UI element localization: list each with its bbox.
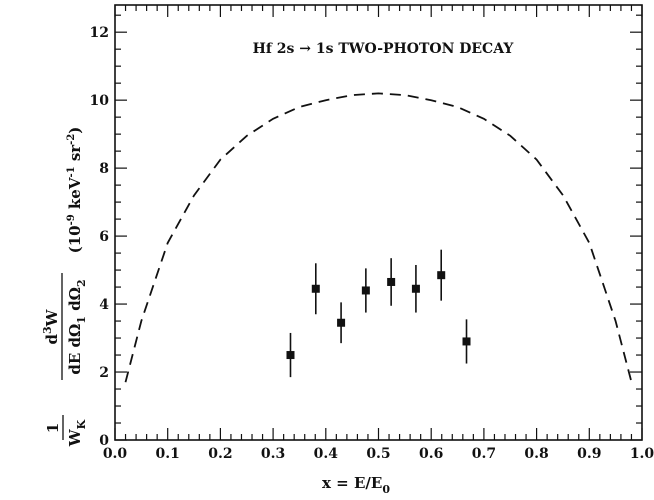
y-label-prefactor-numerator: 1	[44, 423, 62, 433]
y-axis-label: 1 WK d3W dE dΩ1 dΩ2 (10-9 keV-1 sr-2)	[41, 127, 88, 448]
x-tick-label: 0.3	[261, 446, 285, 462]
x-tick-label: 0.1	[156, 446, 180, 462]
data-point	[411, 284, 420, 293]
plot-area	[114, 4, 643, 441]
y-label-derivative-denominator: dE dΩ1 dΩ2	[66, 279, 88, 374]
y-tick-label: 0	[99, 433, 109, 449]
data-point	[361, 286, 370, 295]
x-tick-label: 1.0	[630, 446, 654, 462]
data-point	[387, 277, 396, 286]
x-tick-label: 0.8	[524, 446, 548, 462]
x-axis-label: x = E/E0	[322, 474, 390, 496]
x-tick-label: 0.5	[366, 446, 390, 462]
y-tick-label: 12	[90, 25, 109, 41]
y-label-prefactor-denominator: WK	[66, 419, 88, 447]
y-tick-label: 6	[99, 229, 109, 245]
x-tick-label: 0.7	[472, 446, 496, 462]
data-point	[311, 284, 320, 293]
y-label-derivative-numerator: d3W	[41, 308, 61, 344]
data-series	[124, 92, 633, 383]
x-tick-label: 0.4	[314, 446, 339, 462]
y-tick-label: 8	[99, 161, 109, 177]
data-point	[286, 351, 295, 360]
data-point	[337, 318, 346, 327]
x-tick-label: 0.0	[103, 446, 128, 462]
y-tick-label: 4	[99, 297, 109, 313]
y-tick-label: 2	[99, 365, 109, 381]
chart-title: Hf 2s → 1s TWO-PHOTON DECAY	[253, 41, 515, 57]
x-tick-label: 0.9	[577, 446, 601, 462]
axis-ticks	[114, 5, 643, 441]
x-tick-label: 0.6	[419, 446, 443, 462]
plot-frame	[114, 4, 643, 441]
data-point	[437, 271, 446, 280]
axis-tick-labels: 0.0 0.1 0.2 0.3 0.4 0.5 0.6 0.7 0.8 0.9 1.0 0 2 4 6 8 10…	[90, 25, 654, 462]
y-label-units: (10-9 keV-1 sr-2)	[66, 127, 84, 254]
y-tick-label: 10	[90, 93, 110, 109]
theory-curve-dashed	[124, 92, 633, 383]
x-tick-label: 0.2	[208, 446, 232, 462]
data-point	[462, 337, 471, 346]
